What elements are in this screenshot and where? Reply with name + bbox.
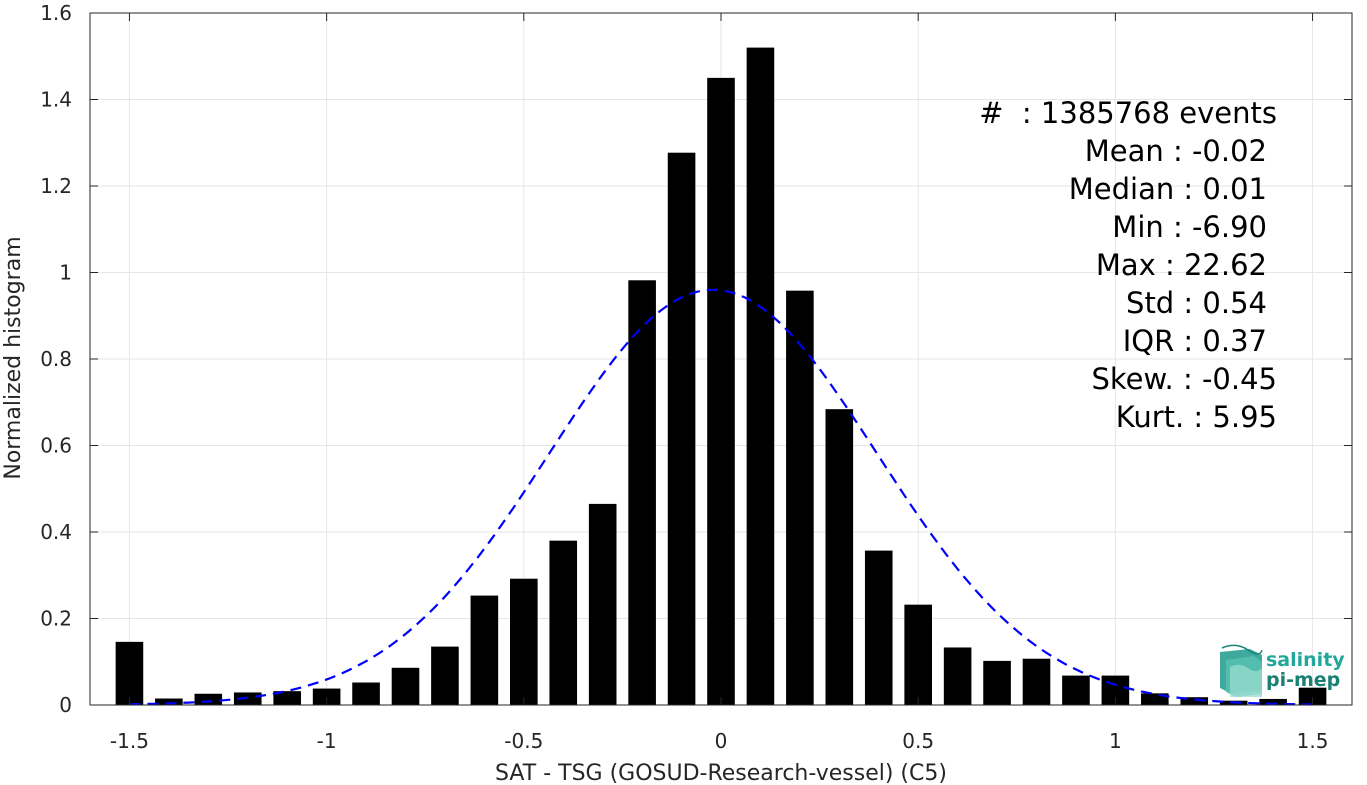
histogram-bar (1022, 658, 1051, 705)
x-tick-label: -1.5 (110, 729, 149, 753)
x-tick-label: 1 (1109, 729, 1122, 753)
stats-annotation: # : 1385768 events Mean : -0.02 Median :… (979, 96, 1277, 434)
stat-min: Min : -6.90 (1112, 210, 1267, 244)
stat-std: Std : 0.54 (1126, 286, 1267, 320)
stat-events: # : 1385768 events (979, 96, 1277, 130)
histogram-bar (1141, 693, 1169, 705)
logo-wave-icon (1220, 644, 1263, 697)
histogram-bar (628, 280, 656, 705)
x-tick-label: -1 (317, 729, 337, 753)
histogram-bar (470, 595, 499, 705)
y-tick-label: 0 (59, 693, 72, 717)
y-tick-label: 1.4 (40, 88, 72, 112)
y-tick-label: 0.4 (40, 520, 72, 544)
stat-max: Max : 22.62 (1096, 248, 1267, 282)
stat-mean: Mean : -0.02 (1085, 134, 1267, 168)
logo-text-pi-mep: pi-mep (1266, 669, 1340, 691)
histogram-bar (1298, 687, 1327, 705)
y-tick-label: 1 (59, 261, 72, 285)
y-axis-title: Normalized histogram (1, 236, 26, 479)
histogram-bar (431, 646, 459, 705)
histogram-bar (273, 691, 301, 705)
histogram-bar (510, 578, 538, 705)
histogram-bar (115, 641, 144, 705)
x-tick-label: 1.5 (1297, 729, 1329, 753)
histogram-bar (1259, 698, 1287, 705)
stat-iqr: IQR : 0.37 (1123, 324, 1267, 358)
histogram-bar (786, 290, 814, 705)
histogram-bar (904, 604, 932, 705)
x-tick-label: -0.5 (504, 729, 543, 753)
histogram-bar (549, 540, 578, 705)
histogram-bar (707, 77, 735, 705)
y-tick-label: 1.2 (40, 174, 72, 198)
x-tick-label: 0 (715, 729, 728, 753)
stat-skew: Skew. : -0.45 (1091, 362, 1277, 396)
x-axis-title: SAT - TSG (GOSUD-Research-vessel) (C5) (495, 761, 947, 785)
axis-ticks (90, 12, 1352, 706)
histogram-bar (746, 47, 775, 706)
histogram-bar (667, 152, 696, 705)
y-tick-label: 0.6 (40, 434, 72, 458)
x-tick-label: 0.5 (902, 729, 934, 753)
histogram-bar (194, 693, 223, 705)
histogram-bar (1180, 697, 1209, 705)
histogram-bar (825, 409, 854, 705)
gaussian-fit-curve (129, 288, 1313, 706)
histogram-bar (391, 667, 420, 705)
histogram-bar (1062, 675, 1090, 705)
logo-text-salinity: salinity (1266, 649, 1345, 671)
histogram-bar (312, 688, 341, 705)
histogram-bar (983, 660, 1011, 705)
histogram-bar (864, 550, 893, 705)
histogram-bar (155, 698, 183, 705)
histogram-bar (588, 503, 617, 705)
histogram-bar (943, 647, 972, 705)
y-tick-labels: 0 0.2 0.4 0.6 0.8 1 1.2 1.4 1.6 (40, 1, 72, 717)
y-tick-label: 1.6 (40, 1, 72, 25)
stat-median: Median : 0.01 (1069, 172, 1267, 206)
stat-kurt: Kurt. : 5.95 (1116, 400, 1277, 434)
y-tick-label: 0.2 (40, 607, 72, 631)
y-tick-label: 0.8 (40, 347, 72, 371)
histogram-bar (352, 682, 380, 705)
x-tick-labels: -1.5 -1 -0.5 0 0.5 1 1.5 (110, 729, 1329, 753)
salinity-pi-mep-logo: salinity pi-mep (1220, 644, 1345, 697)
